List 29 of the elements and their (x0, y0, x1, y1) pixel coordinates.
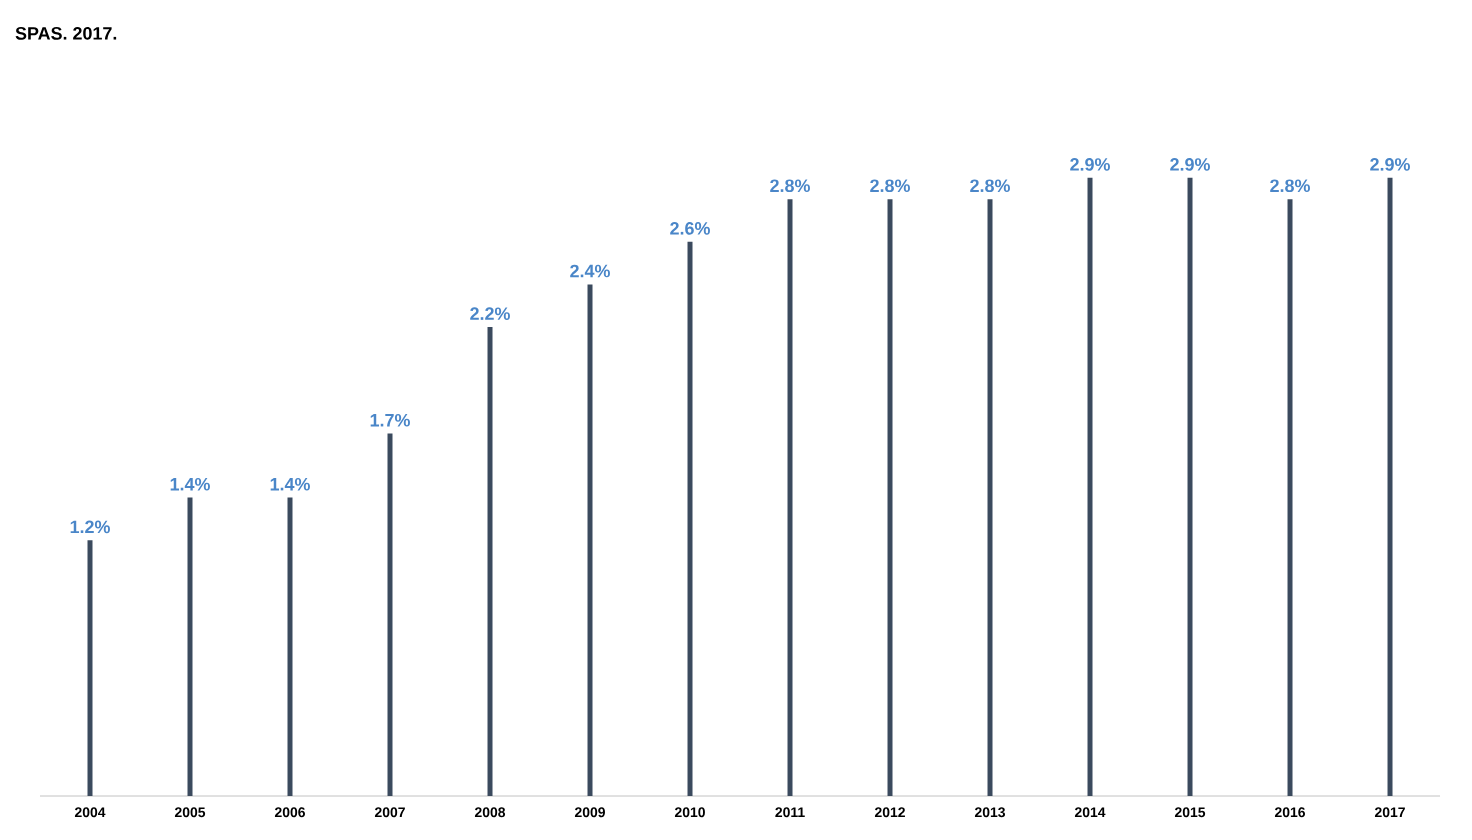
bar (687, 241, 693, 796)
bar (1387, 177, 1393, 796)
bar (287, 497, 293, 796)
data-label: 1.2% (70, 520, 110, 534)
data-label: 2.8% (1270, 179, 1310, 193)
data-label: 2.9% (1070, 158, 1110, 171)
data-label: 2.9% (1370, 158, 1410, 171)
bar (1187, 177, 1193, 796)
bar (587, 284, 593, 796)
data-label: 2.6% (670, 222, 710, 235)
data-label: 2.2% (470, 307, 510, 320)
data-label: 1.4% (170, 477, 210, 491)
bar (787, 199, 793, 796)
data-label: 1.4% (270, 477, 310, 491)
text: SPAS. 2017. (15, 27, 117, 40)
data-label: 1.7% (370, 413, 410, 427)
bar (887, 199, 893, 796)
bar (1087, 177, 1093, 796)
data-label: 2.4% (570, 264, 610, 278)
data-label: 2.8% (870, 179, 910, 193)
data-label: 2.9% (1170, 158, 1210, 171)
bar (87, 540, 93, 796)
data-label: 2.8% (970, 179, 1010, 193)
bar (487, 327, 493, 796)
bar (187, 497, 193, 796)
bar (1287, 199, 1293, 796)
bar (387, 433, 393, 796)
bar (987, 199, 993, 796)
data-label: 2.8% (770, 179, 810, 193)
